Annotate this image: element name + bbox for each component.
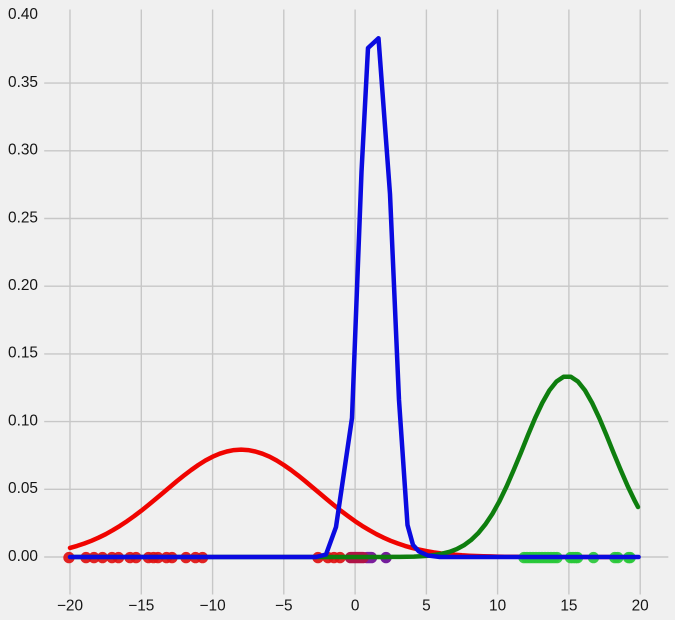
svg-text:−5: −5 bbox=[275, 597, 293, 614]
svg-text:0: 0 bbox=[351, 597, 360, 614]
svg-text:0.05: 0.05 bbox=[8, 480, 38, 497]
svg-text:−10: −10 bbox=[200, 597, 226, 614]
svg-text:−15: −15 bbox=[128, 597, 154, 614]
svg-text:0.00: 0.00 bbox=[8, 548, 38, 565]
svg-text:0.25: 0.25 bbox=[8, 209, 38, 226]
svg-text:−20: −20 bbox=[57, 597, 83, 614]
svg-text:0.30: 0.30 bbox=[8, 142, 38, 159]
svg-text:20: 20 bbox=[632, 597, 649, 614]
svg-text:5: 5 bbox=[422, 597, 431, 614]
svg-text:0.20: 0.20 bbox=[8, 277, 38, 294]
svg-text:0.10: 0.10 bbox=[8, 412, 38, 429]
svg-text:10: 10 bbox=[489, 597, 506, 614]
svg-text:15: 15 bbox=[560, 597, 577, 614]
svg-text:0.40: 0.40 bbox=[8, 6, 38, 23]
svg-text:0.35: 0.35 bbox=[8, 74, 38, 91]
svg-text:0.15: 0.15 bbox=[8, 345, 38, 362]
